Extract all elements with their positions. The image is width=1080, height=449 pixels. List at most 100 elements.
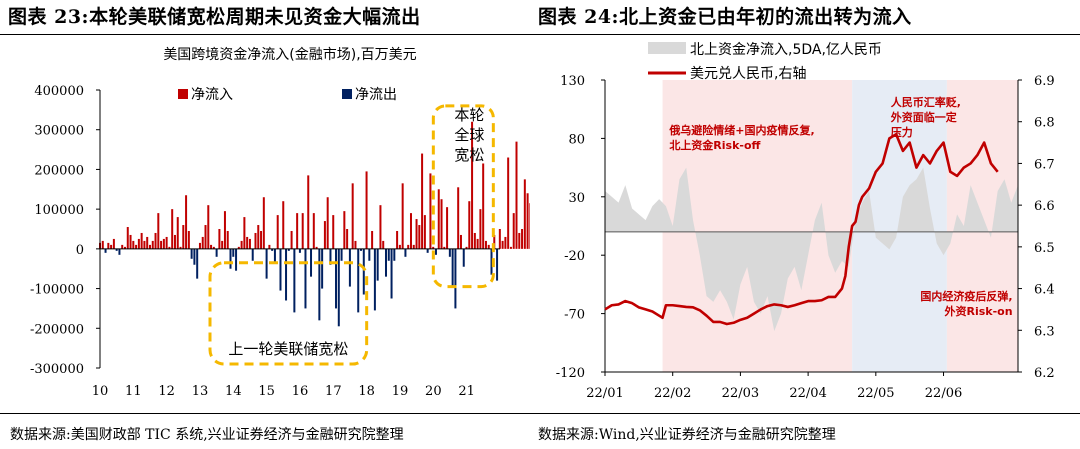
bar [262, 197, 265, 249]
x-tick-label: 16 [292, 384, 309, 399]
bar [340, 248, 343, 261]
bar [368, 248, 371, 261]
region-label: 外资面临一定 [890, 110, 957, 124]
bar [307, 175, 310, 249]
dashed-box-current-easing [431, 104, 495, 289]
x-tick-label: 11 [125, 384, 142, 399]
bar [412, 244, 415, 249]
bar [354, 240, 357, 249]
area-northbound-flow [605, 167, 1018, 332]
y-tick-label: 0 [76, 243, 84, 258]
y-tick-label: -300000 [30, 362, 84, 377]
bar [318, 248, 321, 321]
bar [235, 248, 238, 271]
bar [396, 230, 399, 249]
region-label: 压力 [891, 125, 913, 139]
y-tick-label-right: 6.8 [1034, 116, 1055, 131]
region-label: 外资Risk-on [944, 304, 1013, 318]
bar [254, 232, 257, 249]
panel-right-title: 图表 24:北上资金已由年初的流出转为流入 [538, 6, 912, 28]
bar [390, 248, 393, 299]
bar [398, 244, 401, 249]
bar [360, 248, 363, 251]
bar [509, 246, 512, 249]
y-tick-label-right: 6.3 [1034, 324, 1055, 339]
bar [243, 217, 246, 249]
bar [187, 230, 190, 249]
bar [210, 244, 213, 249]
bar [523, 179, 526, 249]
bar [471, 121, 474, 249]
bar [457, 187, 460, 249]
bottom-rule [0, 413, 1080, 414]
bar [348, 248, 351, 287]
bar [310, 248, 313, 277]
x-tick-label: 17 [325, 384, 342, 399]
bar [479, 209, 482, 249]
bar [496, 248, 499, 281]
y-tick-label: 100000 [34, 203, 84, 218]
bar [140, 232, 143, 249]
y-tick-label: 400000 [34, 84, 84, 99]
top-rule [0, 34, 1080, 35]
bar [296, 213, 299, 249]
legend-label-area: 北上资金净流入,5DA,亿人民币 [690, 42, 882, 58]
bar [157, 213, 160, 249]
bar [434, 248, 437, 255]
y-tick-label: -100000 [30, 283, 84, 298]
y-tick-label-right: 6.4 [1034, 283, 1055, 298]
bar [198, 242, 201, 249]
y-tick-label: 200000 [34, 163, 84, 178]
bar [515, 141, 518, 249]
bar [285, 248, 288, 301]
bar [273, 248, 276, 263]
legend-swatch-outflow [342, 89, 352, 99]
bar [443, 246, 446, 249]
bar [246, 236, 249, 249]
bar [465, 246, 468, 249]
bar [135, 244, 138, 249]
bar [429, 173, 432, 249]
bar [110, 244, 113, 249]
bar [332, 215, 335, 249]
bar [151, 240, 154, 249]
line-series [604, 132, 999, 326]
y-tick-label: -200000 [30, 322, 84, 337]
bar [240, 240, 243, 249]
bar [107, 242, 110, 249]
bar [493, 234, 496, 249]
annotation-previous-easing: 上一轮美联储宽松 [228, 340, 348, 358]
bar [173, 234, 176, 249]
bar [176, 217, 179, 249]
bar [501, 240, 504, 249]
bar [196, 248, 199, 279]
bar [257, 225, 260, 249]
axes: 400000 300000 200000 100000 0 -100000 -200000 -… [30, 84, 500, 399]
panel-left-title: 图表 23:本轮美联储宽松周期未见资金大幅流出 [8, 6, 421, 28]
bar [207, 205, 210, 249]
bar [148, 244, 151, 249]
x-tick-label: 10 [92, 384, 109, 399]
panel-left-source: 数据来源:美国财政部 TIC 系统,兴业证券经济与金融研究院整理 [10, 427, 404, 443]
bar [190, 248, 193, 259]
x-tick-label: 22/01 [586, 386, 623, 401]
bar [440, 199, 443, 249]
bar [132, 240, 135, 249]
bar [271, 248, 274, 251]
bar [237, 246, 240, 249]
bar [376, 248, 379, 281]
bar [407, 244, 410, 249]
area-series [605, 167, 1018, 332]
bar [154, 232, 157, 249]
bar [315, 246, 318, 249]
line-usdcny [604, 132, 999, 326]
bar [387, 248, 390, 261]
bar [346, 229, 349, 249]
bar [218, 229, 221, 249]
bar [451, 248, 454, 287]
bar [129, 234, 132, 249]
bar [104, 248, 107, 253]
bar [357, 248, 360, 313]
bar [409, 213, 412, 249]
bar [251, 248, 254, 261]
